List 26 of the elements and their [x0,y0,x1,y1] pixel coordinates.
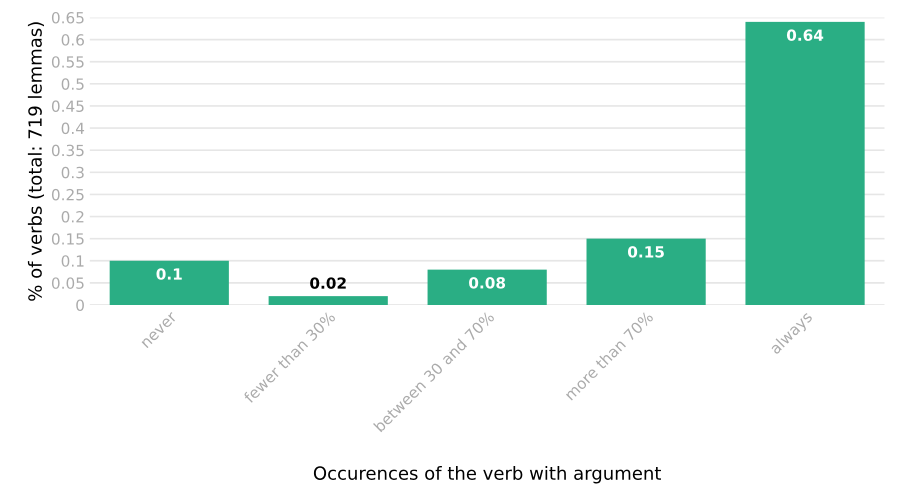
y-tick-label: 0.15 [52,233,84,245]
y-tick-label: 0.1 [62,255,84,267]
y-tick-label: 0.45 [52,100,84,112]
data-label: 0.15 [628,246,664,258]
data-label: 0.1 [156,268,182,280]
y-tick-label: 0.05 [52,277,84,289]
y-axis-title: % of verbs (total: 719 lemmas) [28,22,44,301]
x-axis-title: Occurences of the verb with argument [314,466,661,484]
y-tick-label: 0.35 [52,144,84,156]
bar [268,296,388,305]
data-label: 0.02 [310,277,346,289]
y-tick-label: 0.2 [62,211,84,223]
y-tick-label: 0.4 [62,122,84,134]
y-tick-label: 0.65 [52,12,84,24]
y-tick-label: 0.6 [62,34,84,46]
bar [110,260,229,305]
y-tick-label: 0.55 [52,56,84,68]
y-tick-label: 0.25 [52,188,84,200]
bar [586,238,706,305]
bar [745,22,865,305]
y-tick-label: 0 [76,299,84,312]
bar [428,270,547,305]
data-label: 0.64 [786,29,824,41]
y-tick-label: 0.3 [62,166,84,178]
y-tick-label: 0.5 [62,78,84,90]
data-label: 0.08 [469,277,506,289]
